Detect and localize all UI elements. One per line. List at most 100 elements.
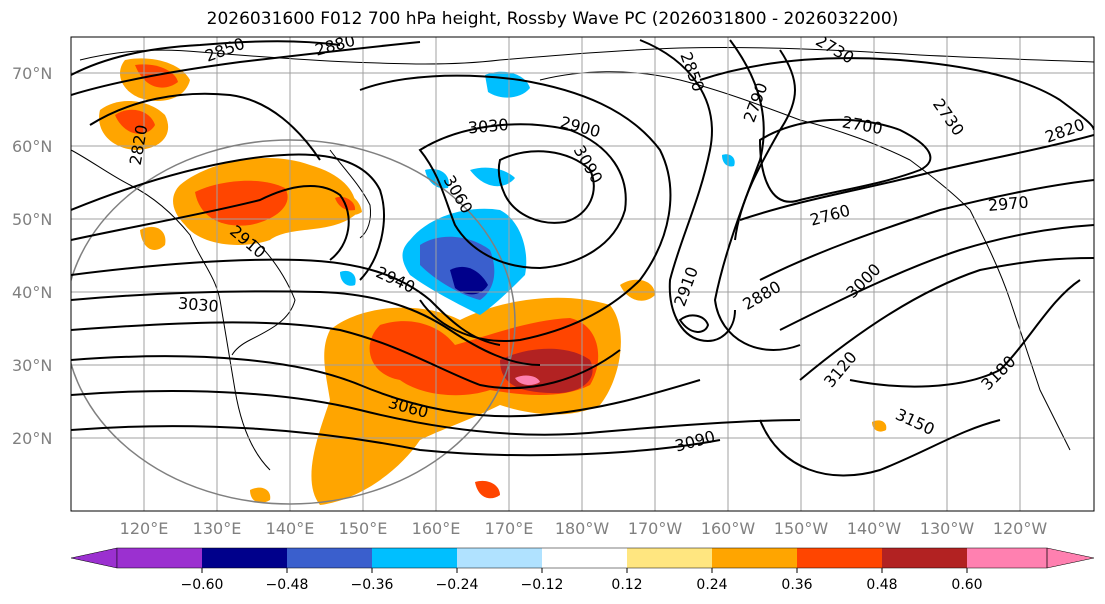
colorbar-segment [372,548,457,568]
contour-line [71,184,350,261]
positive-anomaly-region [250,487,271,503]
lon-tick-label: 130°W [920,519,975,538]
colorbar-tick-label: −0.12 [521,577,564,593]
contour-line [359,74,672,342]
colorbar: −0.60 −0.48 −0.36 −0.24 −0.12 0.12 0.24 … [70,547,1095,593]
reference-circle [71,139,516,505]
colorbar-tick-label: 0.24 [696,577,727,593]
lat-tick-label: 20°N [12,429,52,448]
lat-tick-label: 50°N [12,210,52,229]
lat-tick-label: 30°N [12,356,52,375]
contour-line [758,118,932,203]
contour-line [699,57,1094,131]
colorbar-segment [117,548,202,568]
lon-tick-label: 170°E [485,519,534,538]
negative-anomaly-region [450,266,488,295]
positive-anomaly-region [515,375,540,386]
positive-anomaly-region [872,420,887,432]
colorbar-tick-label: −0.60 [181,577,224,593]
contour-line [739,134,1094,221]
contour-line [71,321,621,390]
asia-coastline [71,149,271,471]
contour-label: 3030 [177,294,219,316]
positive-anomaly-region [620,279,655,301]
positive-anomaly-region [115,109,155,134]
contour-line [71,290,541,366]
colorbar-segment [712,548,797,568]
height-contours [71,39,1094,477]
contour-line [639,39,736,342]
contour-line [678,314,710,333]
colorbar-frame [116,547,1048,569]
lat-tick-label: 70°N [12,64,52,83]
colorbar-ticks [201,568,968,573]
lon-tick-label: 150°E [339,519,388,538]
colorbar-segment [882,548,967,568]
colorbar-segment [287,548,372,568]
positive-anomaly-region [140,226,166,250]
contour-label: 2970 [987,193,1029,215]
lon-tick-label: 140°E [266,519,315,538]
contour-line [71,40,341,76]
lat-tick-label: 60°N [12,137,52,156]
contour-line [71,389,801,436]
colorbar-extend-high [1046,547,1095,569]
colorbar-tick-label: 0.36 [781,577,812,593]
colorbar-tick-label: 0.48 [866,577,897,593]
contour-line [418,123,627,270]
negative-anomaly-region [340,270,356,286]
colorbar-segment [967,548,1047,568]
contour-line [497,150,595,224]
contour-line [71,41,421,96]
contour-line [71,425,721,457]
colorbar-tick-label: 0.60 [951,577,982,593]
contour-label: 3030 [467,115,509,137]
anomaly-shading-negative [340,71,735,315]
lon-tick-label: 140°W [847,519,902,538]
lon-tick-label: 150°W [774,519,829,538]
graticule [71,37,1094,511]
negative-anomaly-region [470,167,515,187]
lon-tick-label: 120°W [993,519,1048,538]
colorbar-segment [542,548,627,568]
plot-frame [70,36,1095,512]
colorbar-segment [202,548,287,568]
contour-line [713,39,801,351]
lat-tick-labels: 70°N 60°N 50°N 40°N 30°N 20°N [12,64,52,448]
contour-line [71,153,385,281]
lon-tick-label: 180°W [555,519,610,538]
lon-tick-label: 160°W [701,519,756,538]
contour-line [71,355,701,418]
colorbar-segment [457,548,542,568]
map-title: 2026031600 F012 700 hPa height, Rossby W… [206,9,899,29]
lon-tick-label: 160°E [412,519,461,538]
japan-coastline [231,239,296,356]
colorbar-tick-label: −0.36 [351,577,394,593]
contour-line [759,179,1094,281]
lat-tick-label: 40°N [12,283,52,302]
alaska-coastline [539,71,971,211]
positive-anomaly-region [475,480,500,499]
lon-tick-label: 120°E [120,519,169,538]
coastlines [71,46,1094,471]
kamchatka-coastline [329,149,371,239]
lon-tick-label: 130°E [193,519,242,538]
colorbar-segment [627,548,712,568]
colorbar-tick-label: −0.24 [436,577,479,593]
anomaly-shading [99,58,887,505]
contour-line [759,419,1001,477]
na-west-coastline [969,209,1071,451]
colorbar-tick-label: 0.12 [611,577,642,593]
lon-tick-labels: 120°E 130°E 140°E 150°E 160°E 170°E 180°… [120,519,1048,538]
contour-line [849,279,1081,388]
colorbar-extend-low [70,547,118,569]
colorbar-segment [797,548,882,568]
contour-line [779,224,1094,331]
colorbar-tick-labels: −0.60 −0.48 −0.36 −0.24 −0.12 0.12 0.24 … [181,577,983,593]
positive-anomaly-region [195,180,288,226]
lon-tick-label: 170°W [628,519,683,538]
arctic-coastline [79,46,1094,65]
contour-line [89,92,321,161]
colorbar-tick-label: −0.48 [266,577,309,593]
